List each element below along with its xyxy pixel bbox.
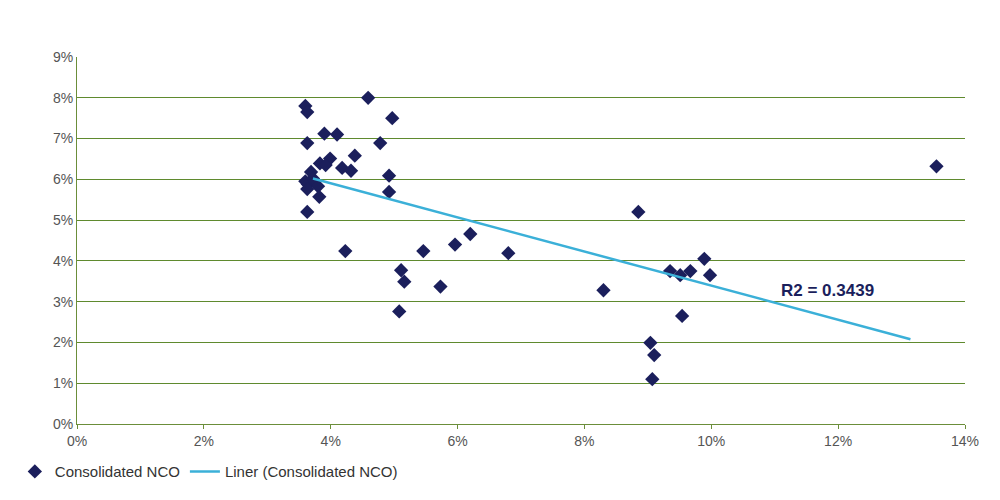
svg-text:Consolidated NCO: Consolidated NCO	[55, 463, 180, 480]
svg-text:8%: 8%	[53, 90, 73, 106]
svg-text:12%: 12%	[824, 433, 852, 449]
svg-text:14%: 14%	[951, 433, 979, 449]
svg-text:4%: 4%	[321, 433, 341, 449]
svg-text:5%: 5%	[53, 212, 73, 228]
svg-text:9%: 9%	[53, 49, 73, 65]
svg-text:R2 = 0.3439: R2 = 0.3439	[781, 281, 874, 300]
svg-text:1%: 1%	[53, 375, 73, 391]
svg-text:3%: 3%	[53, 294, 73, 310]
svg-text:6%: 6%	[447, 433, 467, 449]
svg-text:4%: 4%	[53, 253, 73, 269]
svg-text:2%: 2%	[194, 433, 214, 449]
svg-text:Liner (Consolidated NCO): Liner (Consolidated NCO)	[225, 463, 398, 480]
svg-text:7%: 7%	[53, 130, 73, 146]
svg-text:0%: 0%	[53, 416, 73, 432]
svg-text:10%: 10%	[697, 433, 725, 449]
svg-text:2%: 2%	[53, 334, 73, 350]
svg-text:6%: 6%	[53, 171, 73, 187]
svg-text:0%: 0%	[67, 433, 87, 449]
svg-text:8%: 8%	[574, 433, 594, 449]
